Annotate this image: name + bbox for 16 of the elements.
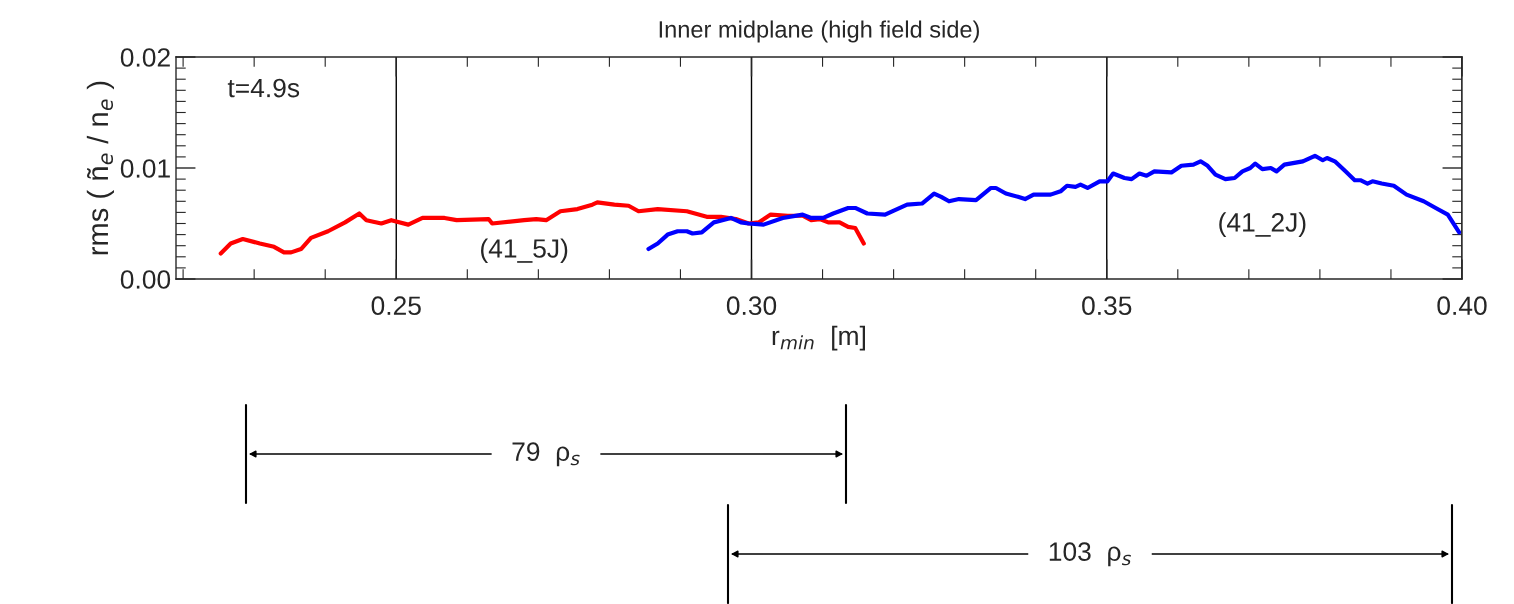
x-tick-label: 0.40 [1437,296,1487,316]
chart-title: Inner midplane (high field side) [659,20,979,43]
x-tick-label: 0.30 [726,296,777,316]
y-tick-label: 0.00 [120,270,171,289]
x-tick-label: 0.35 [1082,296,1132,316]
y-axis-title: rms ( ñ$_{e}$ / n$_{e}$ ) [86,81,114,255]
x-tick-label: 0.25 [371,296,421,316]
x-axis-title: r$_{min}$ [m] [772,325,865,351]
series-label: (41_5J) [481,238,568,264]
series-label: (41_2J) [1219,212,1306,237]
line-series [646,153,1462,252]
text: 103 ρ$_{s}$ [1049,542,1131,567]
annotation: t=4.9s [227,78,300,98]
text: 79 ρ$_{s}$ [512,442,580,467]
y-tick-label: 0.02 [120,48,170,67]
y-tick-label: 0.01 [120,159,170,178]
